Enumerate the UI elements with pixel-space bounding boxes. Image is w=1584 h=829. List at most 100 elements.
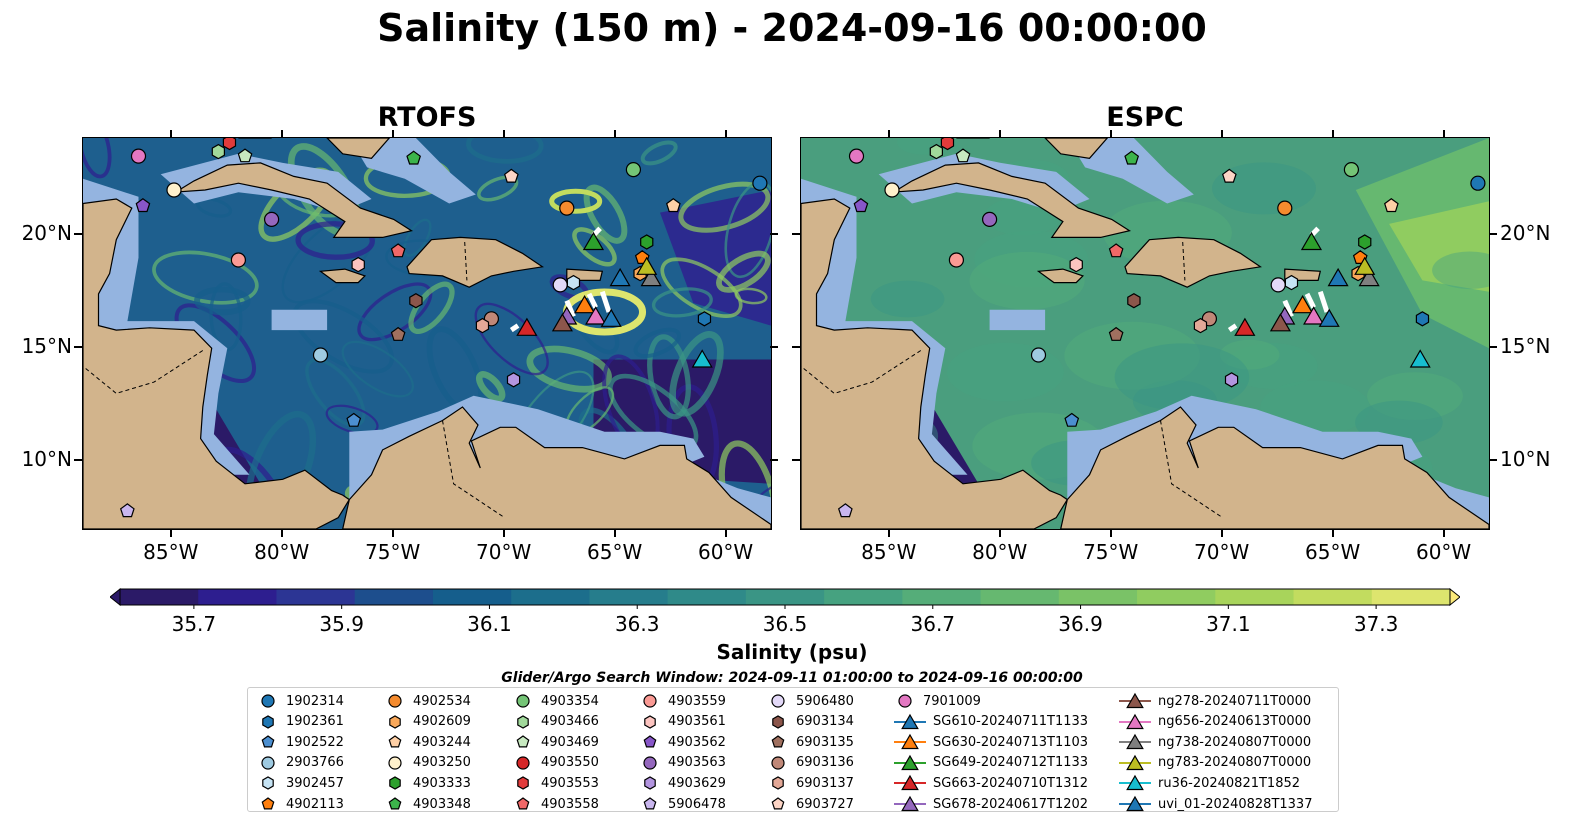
- legend-item-4903333[interactable]: 4903333: [383, 773, 471, 793]
- marker-SG630-20240713T1103[interactable]: [573, 295, 596, 314]
- legend-item-SG678-20240617T1202[interactable]: SG678-20240617T1202: [893, 794, 1088, 814]
- marker-5906478[interactable]: [837, 503, 853, 518]
- marker-4903466[interactable]: [929, 143, 943, 160]
- marker-4903559[interactable]: [948, 252, 964, 268]
- marker-4903561[interactable]: [1069, 256, 1083, 273]
- marker-1902314[interactable]: [1470, 175, 1486, 191]
- marker-4903558[interactable]: [390, 243, 406, 258]
- legend-item-4903466[interactable]: 4903466: [511, 712, 599, 732]
- marker-4903563[interactable]: [264, 211, 280, 228]
- marker-4902534[interactable]: [559, 200, 575, 216]
- marker-SG649-20240712T1133[interactable]: [582, 231, 605, 251]
- marker-5906480[interactable]: [1270, 277, 1286, 293]
- marker-4903250[interactable]: [166, 182, 182, 198]
- marker-4903333[interactable]: [640, 234, 654, 250]
- marker-ng783-20240807T0000[interactable]: [636, 256, 658, 275]
- marker-4903553[interactable]: [222, 138, 237, 151]
- marker-6903137[interactable]: [475, 317, 490, 334]
- marker-4903354[interactable]: [1343, 162, 1360, 178]
- marker-1902361[interactable]: [697, 311, 712, 327]
- marker-ng738-20240807T0000[interactable]: [640, 267, 662, 287]
- legend-item-1902361[interactable]: 1902361: [256, 712, 344, 732]
- legend-item-4902609[interactable]: 4902609: [383, 712, 471, 732]
- marker-6903135[interactable]: [390, 326, 406, 341]
- marker-ru36-20240821T1852[interactable]: [1409, 349, 1431, 368]
- marker-4903469[interactable]: [237, 148, 253, 163]
- legend-item-5906480[interactable]: 5906480: [766, 691, 854, 711]
- legend-item-1902522[interactable]: 1902522: [256, 732, 344, 752]
- legend-item-SG663-20240710T1312[interactable]: SG663-20240710T1312: [893, 773, 1088, 793]
- marker-4903354[interactable]: [625, 162, 642, 178]
- legend-item-4903559[interactable]: 4903559: [638, 691, 726, 711]
- marker-ng656-20240613T0000[interactable]: [1303, 306, 1325, 325]
- marker-SG610-20240711T1133[interactable]: [609, 267, 631, 287]
- legend-item-4903629[interactable]: 4903629: [638, 773, 726, 793]
- marker-4903629[interactable]: [506, 372, 521, 388]
- marker-3902457[interactable]: [566, 274, 581, 291]
- marker-5906480[interactable]: [552, 277, 568, 293]
- marker-4903348[interactable]: [406, 150, 422, 165]
- legend-item-6903727[interactable]: 6903727: [766, 794, 854, 814]
- marker-4903553[interactable]: [940, 138, 955, 151]
- legend-item-4903250[interactable]: 4903250: [383, 753, 471, 773]
- marker-6903134[interactable]: [1127, 293, 1141, 309]
- marker-4903244[interactable]: [1383, 198, 1399, 213]
- marker-SG610-20240711T1133[interactable]: [1327, 267, 1349, 287]
- legend-item-ng656-20240613T0000[interactable]: ng656-20240613T0000: [1118, 712, 1311, 732]
- marker-1902361[interactable]: [1415, 311, 1430, 327]
- marker-SG630-20240713T1103[interactable]: [1291, 295, 1314, 314]
- marker-4903244[interactable]: [665, 198, 681, 213]
- legend-item-5906478[interactable]: 5906478: [638, 794, 726, 814]
- marker-4903250[interactable]: [884, 182, 900, 198]
- marker-4903562[interactable]: [135, 198, 151, 213]
- legend-item-1902314[interactable]: 1902314: [256, 691, 344, 711]
- legend-item-6903137[interactable]: 6903137: [766, 773, 854, 793]
- marker-4903333[interactable]: [1358, 234, 1372, 250]
- marker-6903134[interactable]: [409, 293, 423, 309]
- marker-6903135[interactable]: [1108, 326, 1124, 341]
- legend-item-3902457[interactable]: 3902457: [256, 773, 344, 793]
- legend-item-SG630-20240713T1103[interactable]: SG630-20240713T1103: [893, 732, 1088, 752]
- marker-4903563[interactable]: [982, 211, 998, 228]
- legend-item-ng783-20240807T0000[interactable]: ng783-20240807T0000: [1118, 753, 1311, 773]
- legend-item-6903136[interactable]: 6903136: [766, 753, 854, 773]
- legend-item-4903562[interactable]: 4903562: [638, 732, 726, 752]
- marker-4903466[interactable]: [211, 143, 225, 160]
- marker-4903558[interactable]: [1108, 243, 1124, 258]
- marker-ng278-20240711T0000[interactable]: [551, 313, 573, 332]
- marker-4903348[interactable]: [1124, 150, 1140, 165]
- legend-item-2903766[interactable]: 2903766: [256, 753, 344, 773]
- rtofs-salinity-map[interactable]: [82, 137, 772, 530]
- legend-item-4903469[interactable]: 4903469: [511, 732, 599, 752]
- legend-item-4902534[interactable]: 4902534: [383, 691, 471, 711]
- legend-item-uvi_01-20240828T1337[interactable]: uvi_01-20240828T1337: [1118, 794, 1312, 814]
- marker-4903629[interactable]: [1224, 372, 1239, 388]
- legend-item-4903561[interactable]: 4903561: [638, 712, 726, 732]
- marker-4902534[interactable]: [1277, 200, 1293, 216]
- marker-5906478[interactable]: [119, 503, 135, 518]
- marker-uvi_01-20240828T1337[interactable]: [1318, 308, 1340, 327]
- marker-4903559[interactable]: [230, 252, 246, 268]
- marker-uvi_01-20240828T1337[interactable]: [600, 308, 622, 327]
- legend-item-6903134[interactable]: 6903134: [766, 712, 854, 732]
- legend-item-6903135[interactable]: 6903135: [766, 732, 854, 752]
- legend-item-7901009[interactable]: 7901009: [893, 691, 981, 711]
- legend-item-SG610-20240711T1133[interactable]: SG610-20240711T1133: [893, 712, 1088, 732]
- legend-item-4903558[interactable]: 4903558: [511, 794, 599, 814]
- espc-salinity-map[interactable]: [800, 137, 1490, 530]
- legend-item-4903550[interactable]: 4903550: [511, 753, 599, 773]
- legend-item-4903553[interactable]: 4903553: [511, 773, 599, 793]
- legend-item-4903563[interactable]: 4903563: [638, 753, 726, 773]
- marker-2903766[interactable]: [1030, 347, 1047, 363]
- legend-item-4902113[interactable]: 4902113: [256, 794, 344, 814]
- marker-1902522[interactable]: [1064, 412, 1080, 427]
- legend-item-SG649-20240712T1133[interactable]: SG649-20240712T1133: [893, 753, 1088, 773]
- marker-4903561[interactable]: [351, 256, 365, 273]
- marker-ng738-20240807T0000[interactable]: [1358, 267, 1380, 287]
- legend-item-ru36-20240821T1852[interactable]: ru36-20240821T1852: [1118, 773, 1300, 793]
- marker-SG649-20240712T1133[interactable]: [1300, 231, 1323, 251]
- marker-ng656-20240613T0000[interactable]: [585, 306, 607, 325]
- marker-6903727[interactable]: [1221, 168, 1237, 183]
- legend-item-4903354[interactable]: 4903354: [511, 691, 599, 711]
- marker-7901009[interactable]: [848, 148, 865, 164]
